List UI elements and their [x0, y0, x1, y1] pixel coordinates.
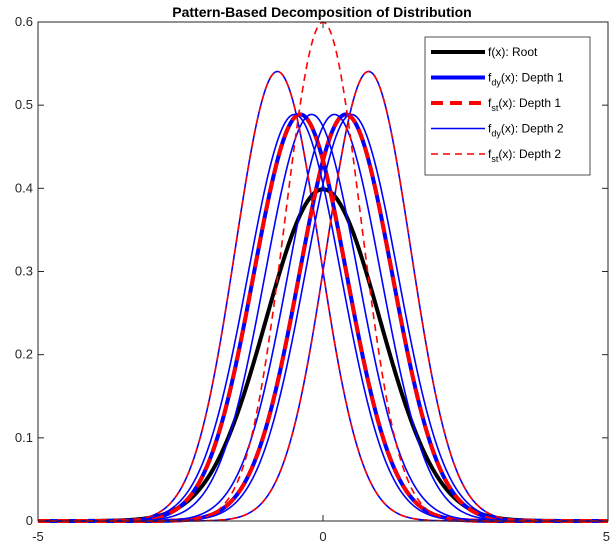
legend-label-2: fst(x): Depth 1 — [488, 96, 561, 113]
y-tick-label-0: 0 — [26, 513, 33, 528]
y-tick-label-3: 0.3 — [15, 264, 33, 279]
legend-items: f(x): Root fdy(x): Depth 1 fst(x): Depth 1… — [431, 45, 564, 164]
legend: f(x): Root fdy(x): Depth 1 fst(x): Depth 1… — [424, 36, 591, 176]
x-tick-label-0: -5 — [32, 529, 44, 544]
axes-layer: 00.10.20.30.40.50.6-5 0 5 — [15, 14, 610, 544]
y-tick-label-2: 0.2 — [15, 347, 33, 362]
y-tick-label-4: 0.4 — [15, 180, 33, 195]
legend-box — [424, 36, 591, 176]
legend-label-4: fst(x): Depth 2 — [488, 147, 561, 164]
chart-title: Pattern-Based Decomposition of Distribut… — [172, 4, 471, 20]
x-tick-label-1: 0 — [319, 529, 326, 544]
y-tick-label-5: 0.5 — [15, 97, 33, 112]
x-tick-label-2: 5 — [603, 529, 610, 544]
legend-label-1: fdy(x): Depth 1 — [488, 71, 564, 88]
legend-label-3: fdy(x): Depth 2 — [488, 122, 564, 139]
series-4-line-1 — [38, 70, 608, 522]
y-tick-label-1: 0.1 — [15, 430, 33, 445]
y-tick-label-6: 0.6 — [15, 14, 33, 29]
legend-label-0: f(x): Root — [488, 45, 538, 59]
